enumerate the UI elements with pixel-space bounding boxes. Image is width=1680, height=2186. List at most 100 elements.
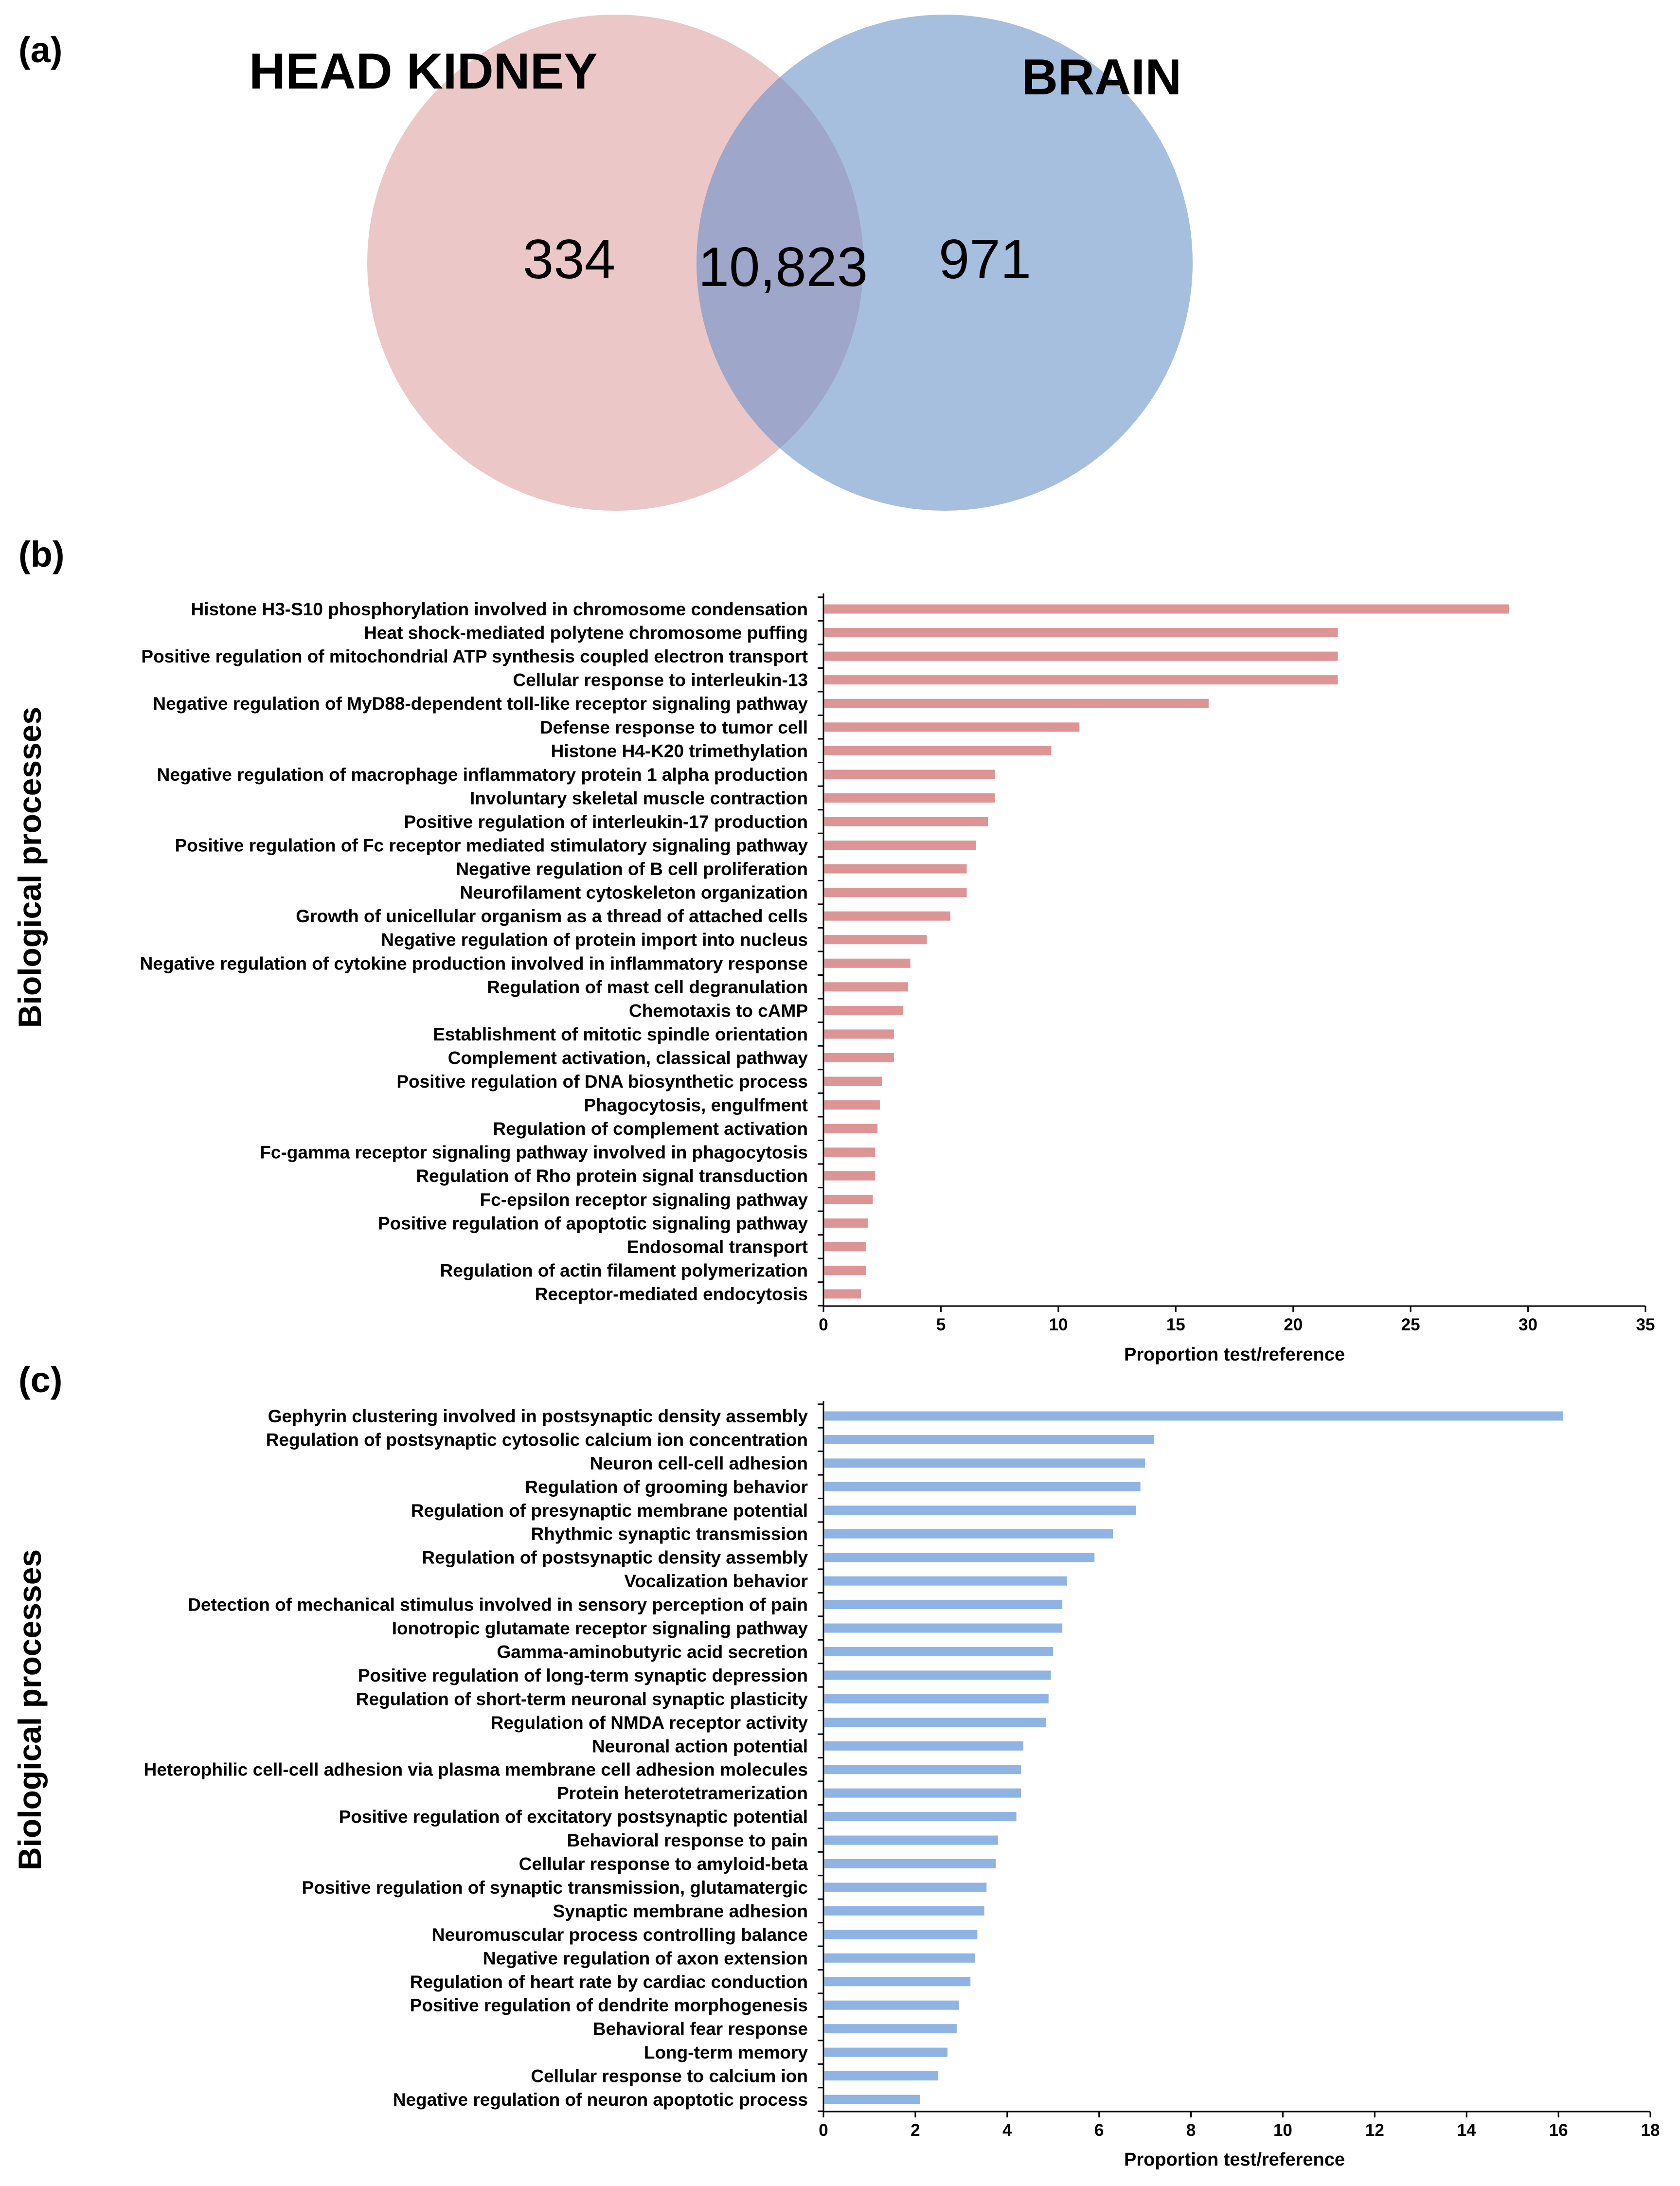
panel-b-bar: [824, 1265, 866, 1275]
panel-c-x-axis-title: Proportion test/reference: [1124, 2150, 1345, 2170]
panel-b-x-tick-label: 15: [1166, 1315, 1185, 1334]
panel-b-bar: [824, 1289, 861, 1299]
panel-b-bar: [824, 1242, 866, 1252]
panel-b-category-label: Regulation of actin filament polymerizat…: [440, 1260, 808, 1280]
panel-c-category-label: Regulation of NMDA receptor activity: [491, 1713, 808, 1733]
brain-label: BRAIN: [1021, 49, 1181, 106]
panel-b-category-label: Histone H3-S10 phosphorylation involved …: [191, 599, 808, 619]
panel-c-x-tick-label: 16: [1549, 2121, 1568, 2140]
panel-c-bar: [824, 2071, 939, 2081]
panel-b-bar: [824, 1100, 880, 1110]
panel-c-category-label: Regulation of grooming behavior: [525, 1477, 808, 1497]
panel-b-category-label: Endosomal transport: [627, 1237, 808, 1257]
panel-c-category-label: Behavioral response to pain: [567, 1830, 808, 1850]
panel-c-category-label: Vocalization behavior: [624, 1571, 808, 1591]
panel-c-bar: [824, 1670, 1051, 1680]
panel-c-bar: [824, 1741, 1023, 1751]
panel-c-x-tick-label: 14: [1457, 2121, 1476, 2140]
panel-b-category-label: Positive regulation of apoptotic signali…: [378, 1213, 808, 1233]
panel-b-category-label: Growth of unicellular organism as a thre…: [296, 906, 808, 926]
panel-c-bar: [824, 1953, 975, 1963]
panel-c-x-tick-label: 6: [1094, 2121, 1104, 2140]
panel-c-category-label: Positive regulation of synaptic transmis…: [302, 1878, 808, 1898]
panel-c-bar: [824, 1835, 998, 1845]
panel-c-bar: [824, 1718, 1047, 1727]
panel-c-y-axis-title: Biological processes: [12, 1549, 48, 1870]
panel-b-category-label: Regulation of mast cell degranulation: [487, 977, 808, 997]
panel-c-category-label: Regulation of presynaptic membrane poten…: [411, 1501, 808, 1521]
panel-b-bar: [824, 746, 1052, 755]
panel-c-category-label: Positive regulation of excitatory postsy…: [339, 1807, 808, 1827]
panel-c-bar: [824, 1623, 1063, 1633]
panel-b-category-label: Chemotaxis to cAMP: [629, 1001, 808, 1021]
panel-c-bar: [824, 1812, 1017, 1822]
panel-b-bar: [824, 1147, 876, 1157]
panel-a-letter: (a): [18, 30, 62, 70]
panel-b-x-tick-label: 25: [1401, 1315, 1420, 1334]
panel-c-bar: [824, 1505, 1136, 1515]
panel-c-bar: [824, 1859, 996, 1869]
panel-c-x-tick-label: 4: [1002, 2121, 1012, 2140]
panel-c-bar: [824, 2024, 957, 2034]
panel-c-category-label: Behavioral fear response: [593, 2019, 808, 2039]
panel-c-category-label: Protein heterotetramerization: [557, 1783, 808, 1803]
panel-c-category-label: Regulation of heart rate by cardiac cond…: [410, 1972, 808, 1992]
panel-b-bar: [824, 722, 1080, 732]
panel-b-category-label: Phagocytosis, engulfment: [584, 1095, 808, 1115]
panel-c-bar: [824, 2047, 947, 2057]
panel-b: (b) Biological processes 0 5 10 15 20 25 30 35 H…: [12, 534, 1655, 1365]
panel-b-bar: [824, 793, 995, 803]
panel-c-x-tick-label: 12: [1365, 2121, 1384, 2140]
panel-c-category-label: Positive regulation of long-term synapti…: [358, 1666, 808, 1685]
panel-b-category-label: Positive regulation of interleukin-17 pr…: [404, 812, 808, 832]
panel-b-category-label: Neurofilament cytoskeleton organization: [460, 883, 808, 903]
head-kidney-label: HEAD KIDNEY: [249, 43, 598, 100]
panel-b-bar: [824, 1171, 876, 1181]
panel-c-bar: [824, 1576, 1067, 1586]
panel-b-letter: (b): [18, 534, 65, 574]
panel-b-category-label: Cellular response to interleukin-13: [513, 670, 808, 690]
panel-c-bar: [824, 1411, 1563, 1421]
panel-c-x-tick-label: 8: [1186, 2121, 1196, 2140]
panel-b-category-label: Defense response to tumor cell: [540, 717, 808, 737]
panel-b-bar: [824, 1195, 873, 1204]
panel-c-category-label: Regulation of short-term neuronal synapt…: [356, 1689, 808, 1709]
panel-b-x-tick-label: 35: [1636, 1315, 1655, 1334]
panel-b-category-label: Regulation of complement activation: [493, 1119, 808, 1139]
panel-b-bar: [824, 651, 1338, 661]
panel-b-category-label: Positive regulation of Fc receptor media…: [175, 836, 808, 856]
panel-b-category-label: Fc-epsilon receptor signaling pathway: [480, 1190, 808, 1210]
panel-c-x-tick-label: 2: [911, 2121, 920, 2140]
panel-b-category-label: Fc-gamma receptor signaling pathway invo…: [260, 1143, 808, 1163]
panel-c-category-label: Heterophilic cell-cell adhesion via plas…: [144, 1760, 808, 1780]
panel-c-bar: [824, 1977, 971, 1987]
panel-c-category-label: Cellular response to amyloid-beta: [519, 1854, 808, 1874]
panel-b-bar: [824, 888, 967, 897]
panel-c-category-label: Ionotropic glutamate receptor signaling …: [392, 1618, 808, 1638]
panel-b-bar: [824, 1218, 868, 1228]
panel-c-category-label: Rhythmic synaptic transmission: [531, 1524, 808, 1544]
panel-b-bar: [824, 699, 1209, 708]
panel-c-x-tick-label: 10: [1273, 2121, 1292, 2140]
panel-c-category-label: Negative regulation of axon extension: [483, 1948, 808, 1968]
panel-c-bar: [824, 1458, 1145, 1468]
panel-b-bar: [824, 817, 988, 826]
panel-c-category-label: Long-term memory: [644, 2043, 808, 2062]
panel-b-bar: [824, 1124, 878, 1133]
panel-b-category-label: Regulation of Rho protein signal transdu…: [416, 1166, 808, 1186]
brain-only-count: 971: [939, 229, 1031, 290]
panel-b-category-label: Positive regulation of mitochondrial ATP…: [141, 646, 808, 666]
panel-b-bar: [824, 675, 1338, 685]
panel-c-category-label: Gamma-aminobutyric acid secretion: [497, 1642, 808, 1662]
panel-b-category-label: Involuntary skeletal muscle contraction: [470, 788, 808, 808]
panel-b-category-label: Heat shock-mediated polytene chromosome …: [364, 623, 808, 643]
panel-c-bar: [824, 1930, 978, 1939]
panel-c-x-tick-label: 0: [819, 2121, 828, 2140]
panel-b-x-tick-label: 5: [936, 1315, 946, 1334]
panel-c-bar: [824, 1529, 1113, 1539]
panel-b-category-label: Negative regulation of B cell proliferat…: [456, 859, 808, 879]
panel-b-bar: [824, 770, 995, 779]
panel-c-bar: [824, 1647, 1054, 1656]
panel-b-x-tick-label: 30: [1519, 1315, 1537, 1334]
